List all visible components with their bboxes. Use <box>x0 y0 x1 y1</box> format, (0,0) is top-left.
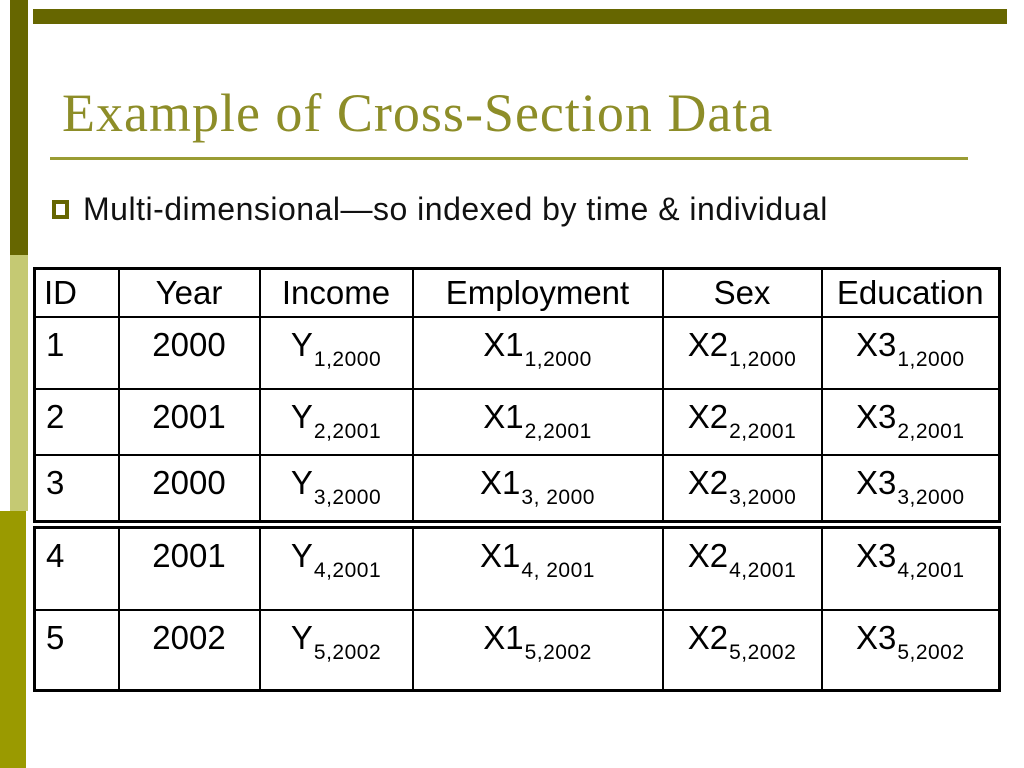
table-cell: X15,2002 <box>411 609 664 692</box>
table-cell: X33,2000 <box>820 454 1001 526</box>
table-row: 4 2001 Y4,2001 X14, 2001 X24,2001 X34,2001 <box>33 520 1001 611</box>
table-cell: X34,2001 <box>820 520 1001 611</box>
table-cell: 2001 <box>117 388 261 456</box>
header-cell: Year <box>117 267 261 318</box>
top-banner-bar <box>33 9 1007 24</box>
table-cell: 2001 <box>117 520 261 611</box>
table-row: 1 2000 Y1,2000 X11,2000 X21,2000 X31,2000 <box>33 316 1001 390</box>
table-cell: 3 <box>33 454 120 526</box>
table-cell: X25,2002 <box>661 609 823 692</box>
bullet-text: Multi-dimensional—so indexed by time & i… <box>83 191 828 227</box>
table-cell: Y1,2000 <box>258 316 414 390</box>
table-cell: 2000 <box>117 316 261 390</box>
sidebar-light-segment <box>10 255 28 511</box>
table-cell: X12,2001 <box>411 388 664 456</box>
table-cell: X11,2000 <box>411 316 664 390</box>
table-cell: 2 <box>33 388 120 456</box>
bullet-line: Multi-dimensional—so indexed by time & i… <box>52 191 992 228</box>
table-cell: X21,2000 <box>661 316 823 390</box>
data-table: ID Year Income Employment Sex Education 1 2000… <box>33 267 1001 692</box>
slide-title: Example of Cross-Section Data <box>62 83 774 143</box>
table-row: 5 2002 Y5,2002 X15,2002 X25,2002 X35,2002 <box>33 609 1001 692</box>
title-underline <box>50 157 968 160</box>
sidebar-medium-segment <box>0 511 26 768</box>
table-cell: 2000 <box>117 454 261 526</box>
table-cell: Y2,2001 <box>258 388 414 456</box>
table-cell: 1 <box>33 316 120 390</box>
header-cell: Income <box>258 267 414 318</box>
table-row: 3 2000 Y3,2000 X13, 2000 X23,2000 X33,2000 <box>33 454 1001 526</box>
header-cell: Employment <box>411 267 664 318</box>
table-cell: X22,2001 <box>661 388 823 456</box>
table-row: 2 2001 Y2,2001 X12,2001 X22,2001 X32,2001 <box>33 388 1001 456</box>
table-cell: Y5,2002 <box>258 609 414 692</box>
table-cell: X32,2001 <box>820 388 1001 456</box>
table-cell: 5 <box>33 609 120 692</box>
table-cell: X14, 2001 <box>411 520 664 611</box>
table-cell: 2002 <box>117 609 261 692</box>
table-body: 1 2000 Y1,2000 X11,2000 X21,2000 X31,2000 2 200… <box>33 316 1001 692</box>
table-cell: X35,2002 <box>820 609 1001 692</box>
header-cell: ID <box>33 267 120 318</box>
table-cell: X13, 2000 <box>411 454 664 526</box>
table-cell: X23,2000 <box>661 454 823 526</box>
square-bullet-icon <box>52 200 69 219</box>
table-cell: X31,2000 <box>820 316 1001 390</box>
sidebar-dark-segment <box>10 0 28 255</box>
table-cell: 4 <box>33 520 120 611</box>
header-cell: Education <box>820 267 1001 318</box>
table-cell: Y4,2001 <box>258 520 414 611</box>
table-cell: X24,2001 <box>661 520 823 611</box>
table-cell: Y3,2000 <box>258 454 414 526</box>
table-header-row: ID Year Income Employment Sex Education <box>33 267 1001 318</box>
header-cell: Sex <box>661 267 823 318</box>
